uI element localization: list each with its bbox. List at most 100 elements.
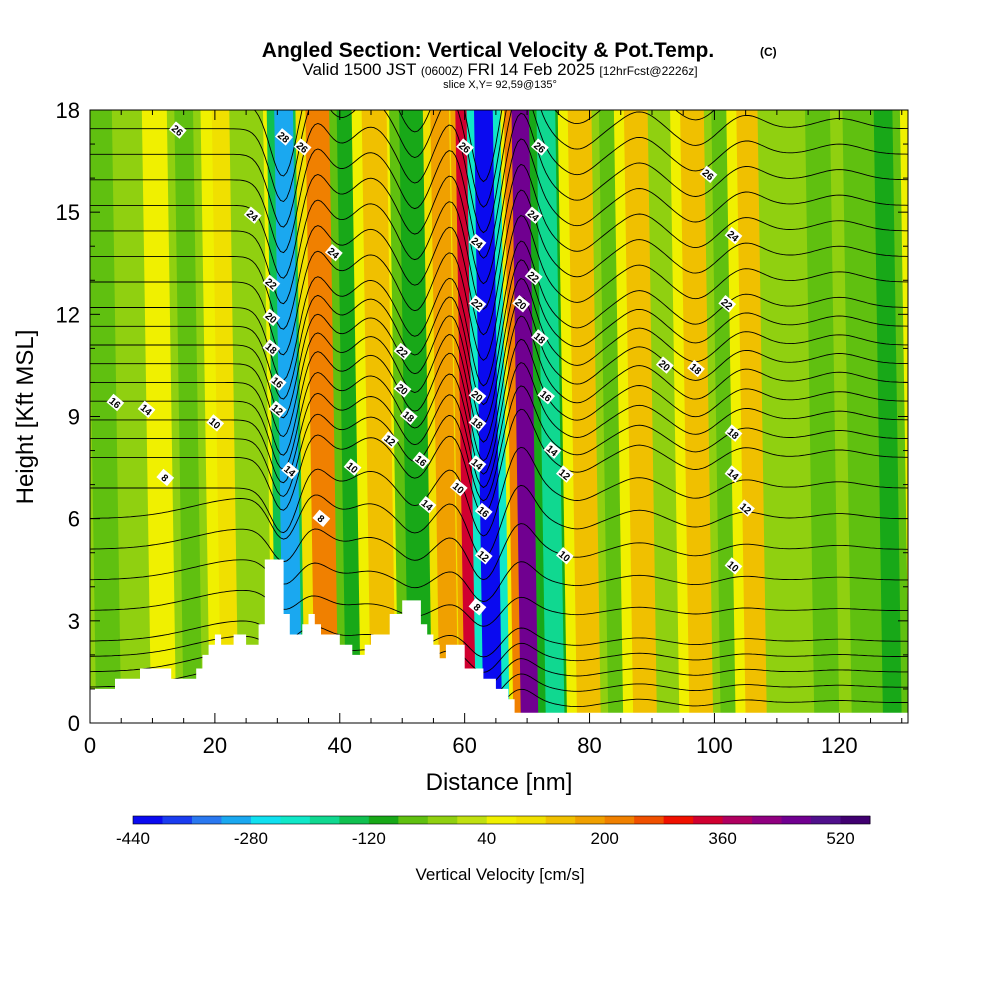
contour-label-bg — [468, 233, 487, 252]
contour-label-bg — [524, 267, 543, 286]
contour-label-bg — [393, 380, 412, 398]
colorbar-swatch — [309, 816, 340, 824]
contour-label-text: 8 — [159, 473, 171, 485]
pot-temp-contour-line — [90, 259, 908, 406]
pot-temp-contour-line — [90, 523, 908, 581]
contour-label-bg — [268, 373, 287, 391]
velocity-band — [511, 110, 540, 723]
pot-temp-contour-line — [90, 362, 908, 489]
colorbar-tick-label: 40 — [477, 829, 496, 848]
contour-label-bg — [456, 138, 474, 156]
contour-label-bg — [399, 407, 418, 425]
colorbar-tick-label: 360 — [708, 829, 736, 848]
contour-label-bg — [449, 478, 468, 497]
x-tick-label: 100 — [696, 733, 733, 758]
contour-label-bg — [718, 295, 737, 313]
contour-label-bg — [531, 329, 549, 347]
colorbar-label: Vertical Velocity [cm/s] — [415, 865, 584, 884]
contour-label-bg — [474, 547, 493, 565]
velocity-band — [174, 110, 203, 723]
pot-temp-contour-line — [90, 214, 908, 361]
pot-temp-contour-line — [90, 446, 908, 537]
contour-label-bg — [243, 206, 262, 224]
colorbar: -440 -280 -120 40 200 360 520 — [116, 815, 871, 848]
colorbar-swatch — [427, 816, 458, 824]
colorbar-tick-label: 200 — [590, 829, 618, 848]
colorbar-swatch — [840, 816, 871, 824]
colorbar-tick-label: 520 — [826, 829, 854, 848]
colorbar-swatch — [516, 816, 547, 824]
contour-label-bg — [468, 295, 487, 313]
velocity-band — [567, 110, 603, 723]
contour-label-bg — [393, 342, 412, 361]
y-tick-label: 9 — [68, 405, 80, 430]
contour-label-bg — [468, 414, 487, 432]
contour-label-bg — [512, 295, 531, 313]
velocity-band — [842, 110, 877, 723]
pot-temp-contour-line — [90, 189, 908, 336]
y-tick-label: 0 — [68, 711, 80, 736]
contour-label-bg — [555, 547, 574, 565]
pot-temp-contours — [90, 110, 908, 719]
vertical-velocity-field — [90, 110, 908, 723]
x-axis-label: Distance [nm] — [426, 769, 573, 796]
x-tick-label: 40 — [328, 733, 352, 758]
contour-label-text: 8 — [315, 513, 327, 525]
contour-label-text: 8 — [471, 602, 483, 614]
colorbar-swatch — [545, 816, 576, 824]
velocity-band — [536, 110, 565, 723]
pot-temp-contour-line — [90, 589, 908, 627]
velocity-band — [236, 110, 265, 723]
contour-label-bg — [468, 455, 487, 473]
contour-label-bg — [206, 414, 225, 432]
colorbar-swatch — [133, 816, 163, 824]
y-tick-label: 18 — [56, 98, 80, 123]
x-axis: 0 20 40 60 80 100 120 — [84, 110, 903, 758]
x-tick-label: 20 — [203, 733, 227, 758]
pot-temp-contour-line — [90, 110, 908, 208]
colorbar-swatch — [722, 816, 753, 824]
pot-temp-contour-line — [90, 620, 908, 658]
contour-label-bg — [699, 165, 718, 184]
pot-temp-contour-line — [90, 315, 908, 462]
colorbar-swatch — [634, 816, 665, 824]
contour-label-bg — [418, 495, 437, 514]
colorbar-swatch — [162, 816, 193, 824]
pot-temp-contour-line — [90, 296, 908, 443]
velocity-band — [90, 110, 122, 723]
colorbar-swatch — [781, 816, 812, 824]
contour-label-bg — [343, 458, 362, 476]
colorbar-swatch — [457, 816, 488, 824]
terrain-fill — [90, 559, 908, 723]
colorbar-tick-label: -120 — [352, 829, 386, 848]
pot-temp-contour-line — [90, 277, 908, 425]
contour-label-bg — [137, 400, 156, 419]
colorbar-tick-label: -440 — [116, 829, 150, 848]
colorbar-swatch — [191, 816, 222, 824]
colorbar-swatch — [221, 816, 252, 824]
x-tick-label: 0 — [84, 733, 96, 758]
colorbar-swatch — [693, 816, 724, 824]
x-tick-label: 60 — [452, 733, 476, 758]
colorbar-frame — [132, 815, 871, 825]
contour-label-bg — [655, 356, 674, 374]
contour-label-bg — [537, 386, 556, 405]
contour-label: 8 — [312, 509, 331, 527]
pot-temp-contour-line — [90, 408, 908, 515]
pot-temp-contour-line — [90, 338, 908, 475]
pot-temp-contour-line — [253, 110, 716, 183]
velocity-band — [804, 110, 840, 723]
colorbar-swatch — [280, 816, 311, 824]
chart-title-mark: (C) — [760, 45, 777, 59]
contour-label-bg — [474, 502, 493, 521]
contour-label-bg — [381, 431, 399, 449]
y-tick-label: 15 — [56, 200, 80, 225]
contour-label-bg — [262, 308, 281, 327]
pot-temp-contour-line — [90, 163, 908, 310]
y-tick-label: 3 — [68, 609, 80, 634]
contour-label-bg — [268, 400, 287, 419]
contour-label-bg — [262, 339, 281, 357]
contour-label-bg — [724, 226, 743, 245]
